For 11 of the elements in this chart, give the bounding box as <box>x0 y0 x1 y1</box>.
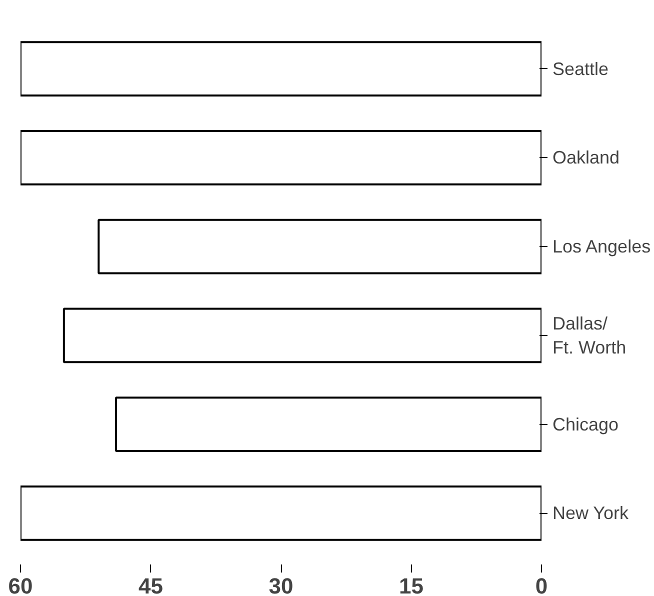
x-tick-label: 0 <box>535 574 548 596</box>
x-tick-label: 60 <box>8 574 33 596</box>
y-tick-label: Los Angeles <box>552 236 651 257</box>
x-tick-label: 30 <box>268 574 294 596</box>
y-tick-label: New York <box>552 503 630 524</box>
x-tick-label: 45 <box>138 574 163 596</box>
y-tick-label: Chicago <box>552 414 619 434</box>
y-tick-label: Seattle <box>552 58 609 79</box>
y-tick-label: Oakland <box>552 148 620 168</box>
x-tick-label: 15 <box>399 574 424 596</box>
y-tick-label: Dallas/ Ft. Worth <box>552 313 626 358</box>
